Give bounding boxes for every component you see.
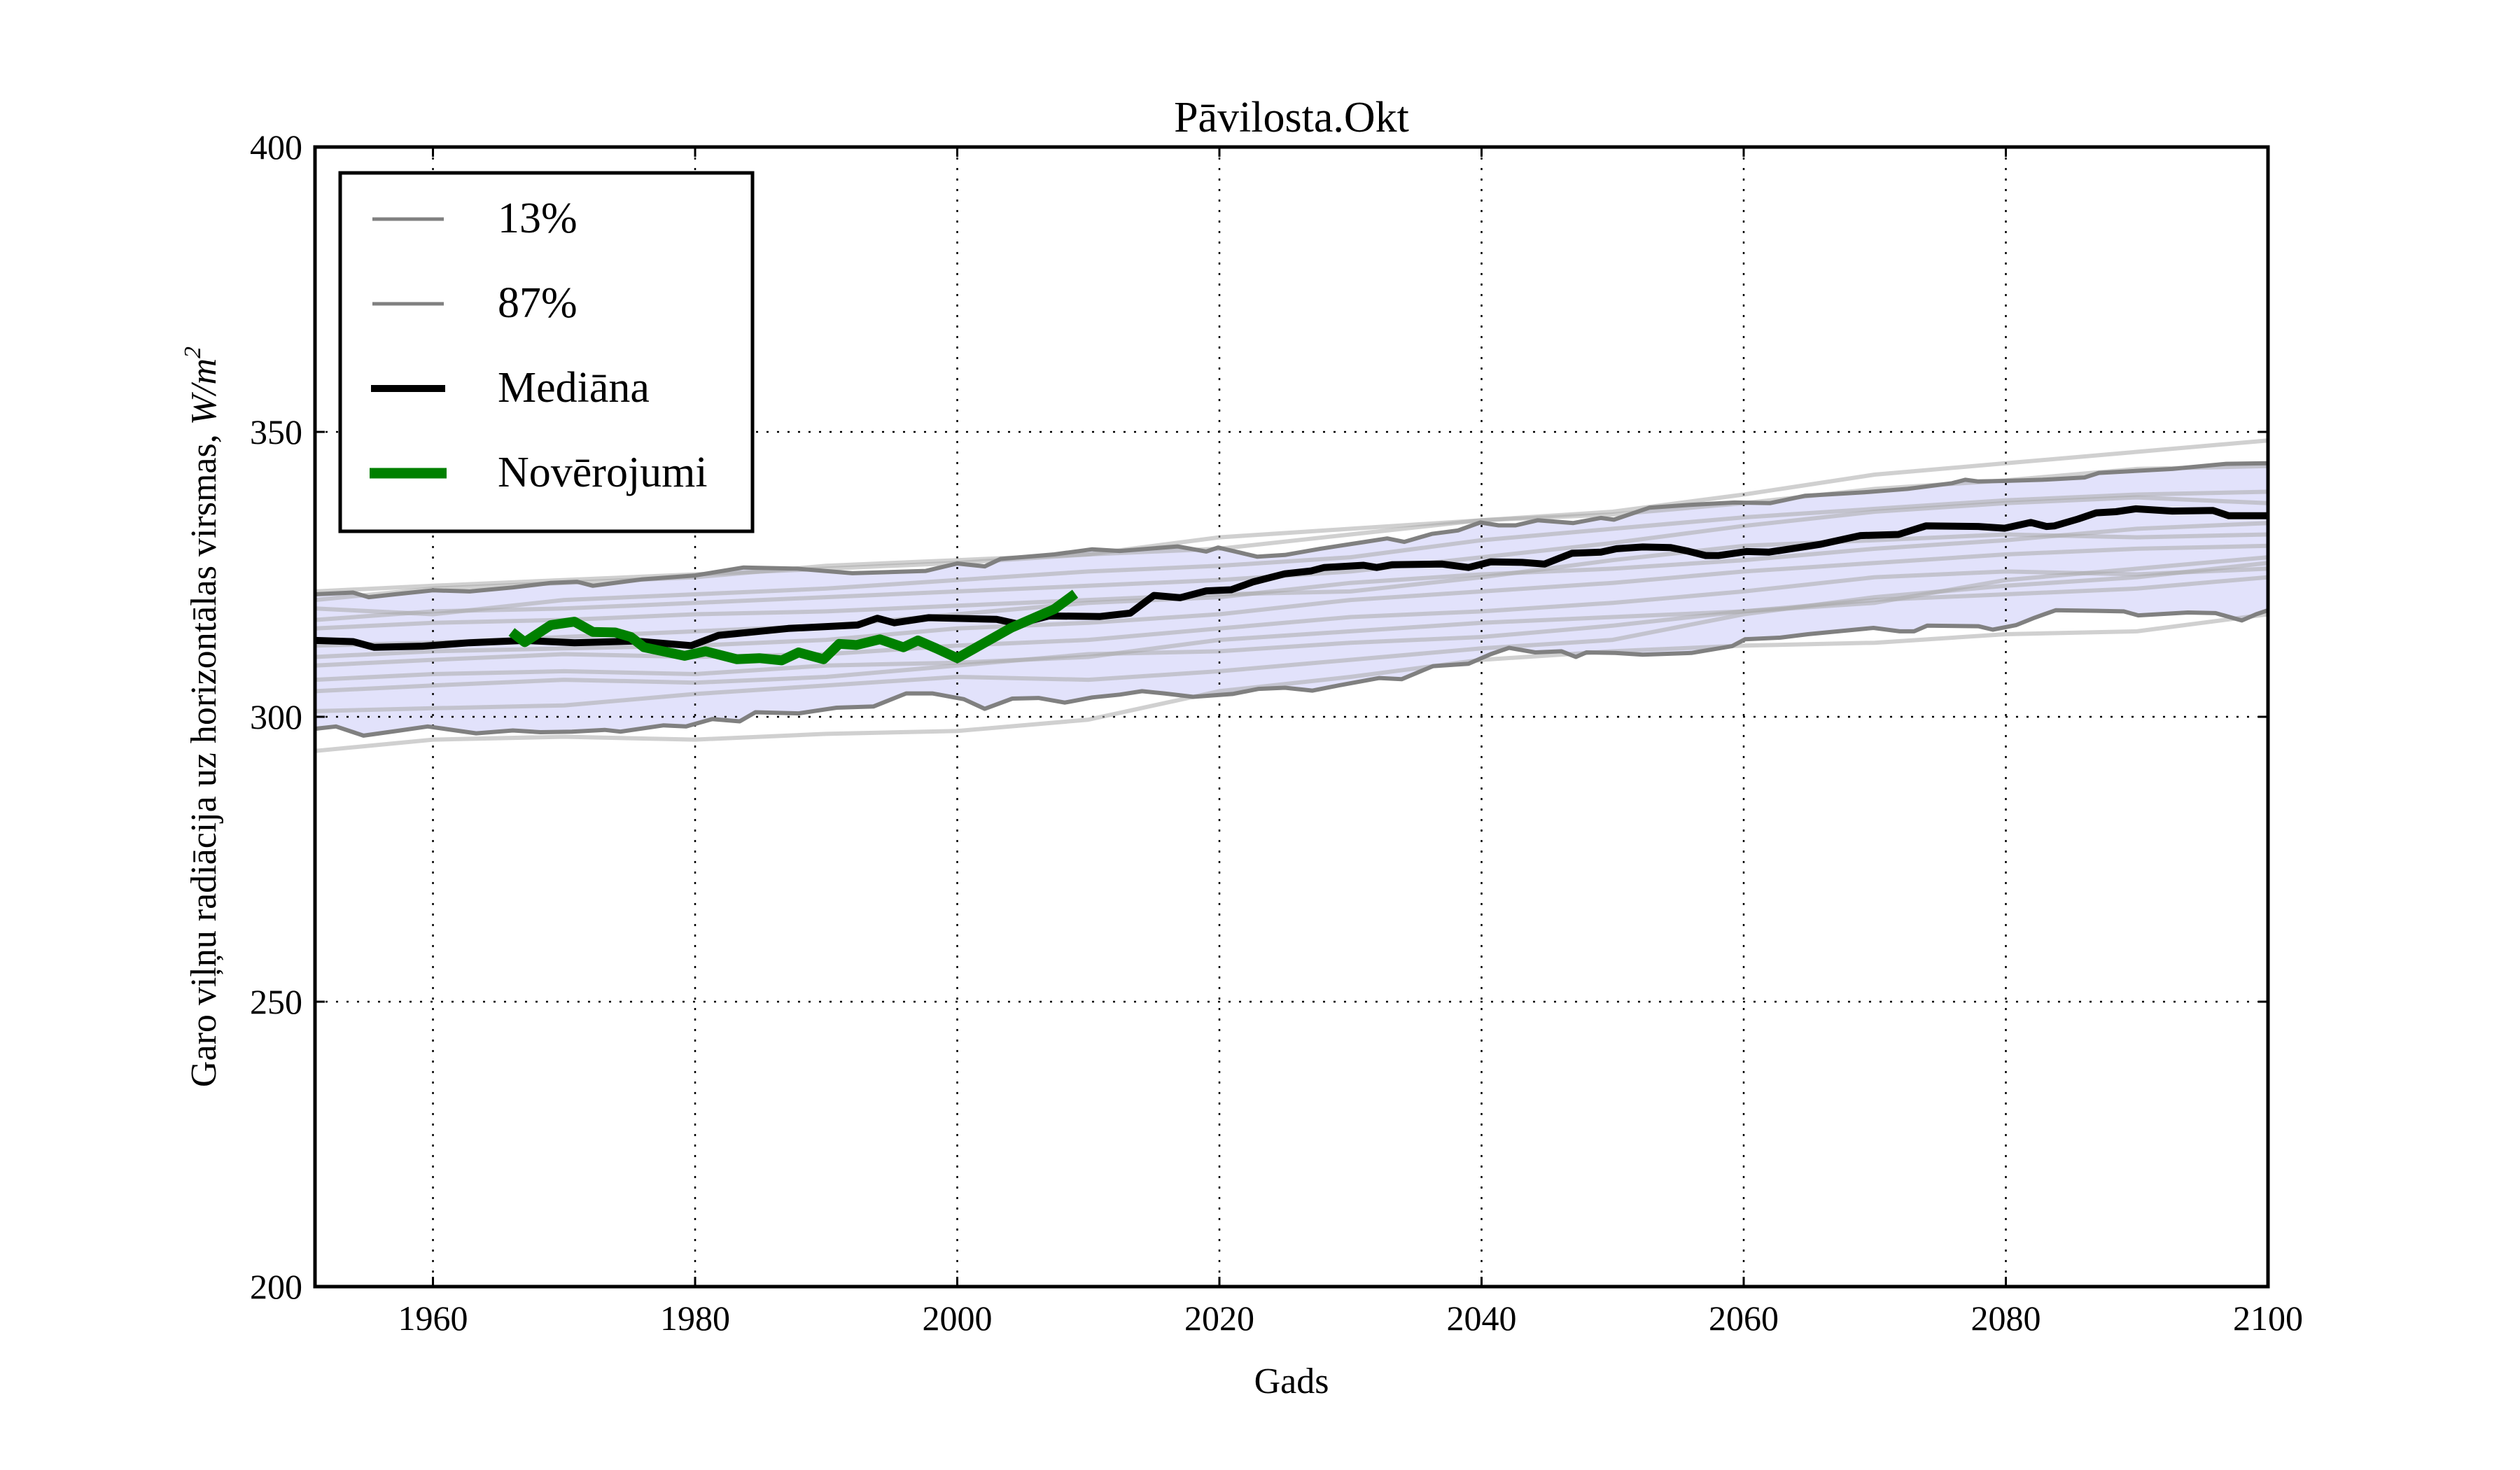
ensemble-member-line (314, 489, 2269, 617)
y-axis-label-text: Garo viļņu radiācija uz horizontālas vir… (184, 425, 224, 1087)
x-tick-label: 2040 (1447, 1298, 1517, 1338)
gridlines (315, 147, 2268, 1287)
x-tick-label: 2020 (1184, 1298, 1254, 1338)
x-tick-label: 2060 (1709, 1298, 1779, 1338)
legend-label-87pct: 87% (498, 279, 578, 327)
x-tick-label: 2100 (2233, 1298, 2303, 1338)
ensemble-member-line (314, 566, 2269, 668)
legend-item-87pct: 87% (372, 279, 578, 327)
legend-label-observations: Novērojumi (498, 449, 708, 496)
x-tick-label: 1980 (660, 1298, 730, 1338)
x-tick-label: 2000 (923, 1298, 993, 1338)
y-tick-label: 300 (250, 697, 302, 736)
chart-title: Pāvilosta.Okt (1174, 94, 1409, 141)
y-tick-label: 200 (250, 1267, 302, 1306)
y-axis-label: Garo viļņu radiācija uz horizontālas vir… (180, 346, 224, 1087)
legend-item-median: Mediāna (371, 364, 650, 412)
y-tick-label: 400 (250, 127, 302, 167)
ensemble-member-line (314, 543, 2269, 659)
series-line-13pct (314, 608, 2269, 738)
y-tick-label: 350 (250, 412, 302, 451)
ensemble-member-line (314, 555, 2269, 682)
legend: 13% 87% Mediāna Novērojumi (338, 171, 755, 533)
ensemble-member-line (314, 532, 2269, 631)
y-axis-label-unit: W/m (184, 358, 224, 425)
y-axis: 200 250 300 350 400 (250, 127, 2268, 1306)
x-tick-label: 2080 (1971, 1298, 2041, 1338)
y-tick-label: 250 (250, 982, 302, 1021)
legend-item-13pct: 13% (372, 195, 578, 242)
legend-label-13pct: 13% (498, 195, 578, 242)
series-line-observations (508, 589, 1079, 666)
y-axis-label-unit-exponent: 2 (180, 346, 206, 358)
x-axis-label: Gads (1254, 1362, 1329, 1401)
ensemble-member-line (314, 612, 2269, 753)
x-tick-label: 1960 (398, 1298, 468, 1338)
legend-label-median: Mediāna (498, 364, 650, 412)
ensemble-members (314, 438, 2269, 753)
ensemble-member-line (314, 575, 2269, 694)
series-line-87pct (314, 461, 2269, 600)
x-axis: 1960 1980 2000 2020 2040 2060 2080 2100 (398, 147, 2303, 1338)
legend-item-observations: Novērojumi (370, 449, 708, 496)
series-line-median (314, 505, 2268, 651)
